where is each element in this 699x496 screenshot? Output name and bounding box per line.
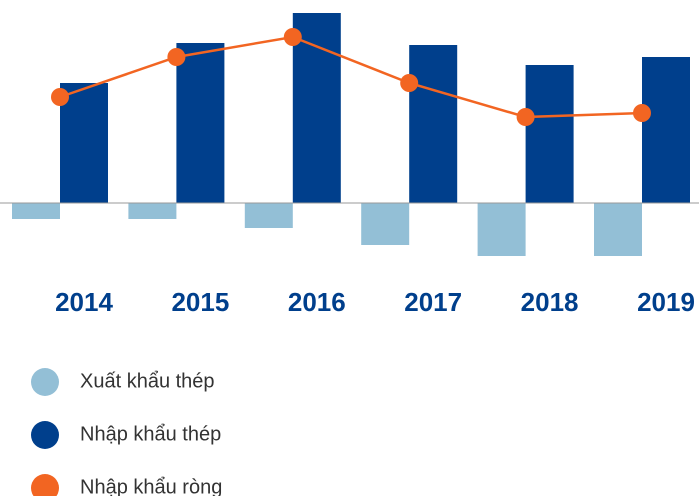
x-tick-label: 2018	[521, 287, 579, 317]
bar	[176, 43, 225, 203]
line-point	[516, 108, 535, 126]
line	[59, 35, 643, 119]
bar	[244, 203, 293, 228]
bar	[594, 203, 642, 256]
bar	[361, 203, 410, 245]
line-point	[167, 48, 186, 66]
line-point	[51, 88, 69, 106]
line-point	[633, 104, 651, 122]
bar	[12, 203, 60, 219]
legend-label: Nhập khẩu thép	[80, 423, 221, 445]
x-tick-label: 2016	[288, 287, 346, 317]
bar	[642, 57, 690, 203]
x-tick-label: 2019	[637, 287, 695, 317]
legend-swatch	[31, 368, 59, 396]
bar	[60, 83, 108, 203]
line-point	[400, 74, 419, 92]
x-tick-label: 2014	[55, 287, 113, 317]
bar	[477, 203, 526, 256]
legend-swatch	[31, 474, 59, 496]
x-tick-label: 2015	[171, 287, 229, 317]
legend-swatch	[31, 421, 59, 449]
bar	[292, 13, 341, 203]
bar	[128, 203, 177, 219]
bar	[525, 65, 574, 203]
x-tick-label: 2017	[404, 287, 462, 317]
legend-label: Xuất khẩu thép	[80, 370, 215, 392]
bar	[409, 45, 458, 203]
legend-label: Nhập khẩu ròng	[80, 476, 222, 496]
line-point	[283, 28, 302, 46]
